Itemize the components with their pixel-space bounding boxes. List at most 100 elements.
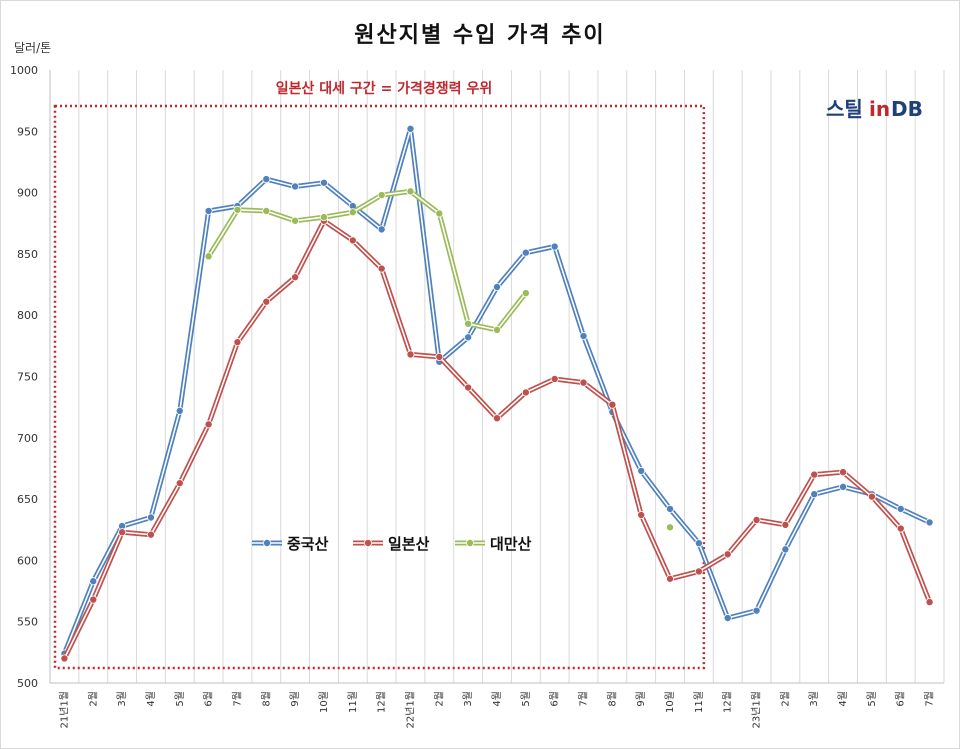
logo-text-1: 스틸: [826, 97, 863, 121]
data-point: [435, 209, 444, 218]
y-tick-label: 600: [17, 554, 38, 567]
y-tick-label: 1000: [10, 64, 38, 77]
x-tick-label: 5월: [866, 691, 878, 707]
x-tick-label: 22년1월: [404, 691, 416, 729]
data-point: [377, 264, 386, 273]
data-point: [233, 338, 242, 347]
data-point: [175, 406, 184, 415]
x-tick-label: 7월: [578, 691, 590, 707]
legend: 중국산 일본산 대만산: [252, 535, 532, 553]
data-point: [723, 550, 732, 559]
x-tick-label: 4월: [145, 691, 157, 707]
legend-marker: [465, 539, 474, 548]
y-tick-label: 650: [17, 493, 38, 506]
data-point: [348, 236, 357, 245]
x-tick-label: 2월: [87, 691, 99, 707]
series-대만산: [204, 187, 675, 532]
data-point: [839, 468, 848, 477]
data-point: [204, 420, 213, 429]
series-group: [60, 124, 934, 663]
legend-label: 일본산: [388, 535, 430, 553]
x-tick-label: 11월: [347, 691, 359, 713]
x-tick-label: 11월: [693, 691, 705, 713]
data-point: [810, 490, 819, 499]
legend-marker: [363, 539, 372, 548]
x-tick-label: 3월: [116, 691, 128, 707]
data-point: [550, 242, 559, 251]
logo-text-3: DB: [891, 97, 923, 121]
y-tick-label: 750: [17, 371, 38, 384]
x-tick-label: 8월: [606, 691, 618, 707]
data-point: [521, 248, 530, 257]
data-point: [666, 523, 675, 532]
x-tick-label: 4월: [837, 691, 849, 707]
data-point: [377, 191, 386, 200]
x-tick-label: 10월: [664, 691, 676, 713]
x-tick-label: 23년1월: [751, 691, 763, 729]
data-point: [175, 479, 184, 488]
data-point: [579, 378, 588, 387]
data-point: [464, 319, 473, 328]
data-point: [781, 520, 790, 529]
data-point: [608, 400, 617, 409]
data-point: [666, 504, 675, 513]
data-point: [896, 524, 905, 533]
data-point: [291, 216, 300, 225]
y-axis-unit: 달러/톤: [14, 41, 51, 55]
data-point: [146, 513, 155, 522]
data-point: [694, 567, 703, 576]
x-tick-label: 6월: [549, 691, 561, 707]
data-point: [377, 225, 386, 234]
x-tick-label: 5월: [520, 691, 532, 707]
y-tick-labels: 500 550 600 650 700 750 800 850 900 950 1000: [10, 64, 38, 690]
data-point: [262, 206, 271, 215]
data-point: [291, 182, 300, 191]
data-point: [319, 178, 328, 187]
data-point: [146, 530, 155, 539]
data-point: [406, 350, 415, 359]
x-tick-label: 4월: [491, 691, 503, 707]
x-tick-label: 7월: [924, 691, 936, 707]
data-point: [867, 492, 876, 501]
data-point: [348, 208, 357, 217]
x-tick-label: 12월: [722, 691, 734, 713]
data-point: [637, 511, 646, 520]
data-point: [521, 289, 530, 298]
data-point: [492, 283, 501, 292]
data-point: [262, 175, 271, 184]
data-point: [723, 614, 732, 623]
y-tick-label: 700: [17, 432, 38, 445]
data-point: [839, 482, 848, 491]
x-tick-label: 2월: [433, 691, 445, 707]
data-point: [204, 252, 213, 261]
highlight-box: [53, 104, 706, 670]
x-tick-label: 5월: [174, 691, 186, 707]
legend-marker: [262, 539, 271, 548]
data-point: [781, 545, 790, 554]
data-point: [694, 539, 703, 548]
data-point: [550, 374, 559, 383]
data-point: [204, 206, 213, 215]
x-tick-label: 3월: [462, 691, 474, 707]
y-tick-label: 550: [17, 616, 38, 629]
x-tick-label: 9월: [289, 691, 301, 707]
series-line-inner: [207, 190, 527, 331]
x-tick-label: 2월: [779, 691, 791, 707]
data-point: [89, 577, 98, 586]
legend-label: 중국산: [287, 535, 329, 553]
x-tick-label: 3월: [808, 691, 820, 707]
data-point: [262, 297, 271, 306]
x-tick-label: 8월: [260, 691, 272, 707]
series-중국산: [60, 124, 934, 658]
data-point: [89, 595, 98, 604]
x-tick-label: 9월: [635, 691, 647, 707]
logo-text-2: in: [869, 97, 890, 121]
annotation-text: 일본산 대세 구간 = 가격경쟁력 우위: [276, 80, 492, 97]
data-point: [666, 574, 675, 583]
y-tick-label: 900: [17, 187, 38, 200]
x-tick-label: 7월: [231, 691, 243, 707]
series-일본산: [60, 216, 934, 663]
x-tick-labels: 21년1월 2월 3월 4월 5월 6월 7월 8월 9월 10월 11월 12월 22년1월 2월 3월 4…: [58, 691, 935, 729]
y-tick-label: 850: [17, 248, 38, 261]
